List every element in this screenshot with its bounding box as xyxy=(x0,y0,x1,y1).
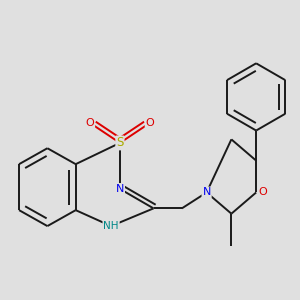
Text: NH: NH xyxy=(103,221,119,231)
Text: O: O xyxy=(85,118,94,128)
Text: O: O xyxy=(258,188,267,197)
Text: S: S xyxy=(116,136,124,149)
Text: O: O xyxy=(146,118,154,128)
Text: N: N xyxy=(116,184,124,194)
Text: N: N xyxy=(202,188,211,197)
